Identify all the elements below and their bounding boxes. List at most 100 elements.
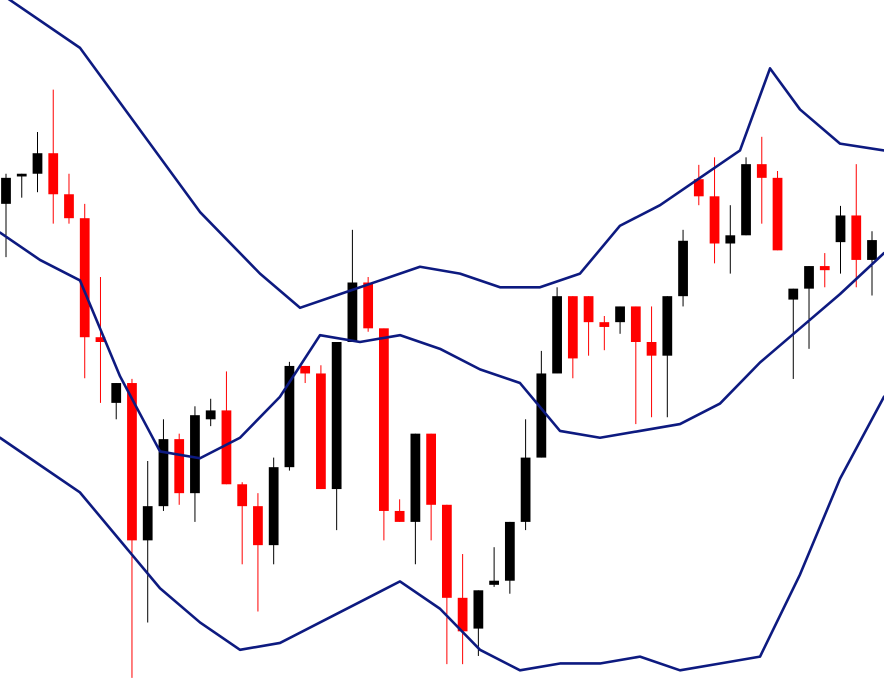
candle-40	[615, 306, 625, 334]
candle-body-bull	[615, 306, 625, 323]
candle-5	[64, 173, 74, 224]
candle-26	[394, 499, 405, 522]
candle-body-bear	[756, 164, 767, 178]
upper-band-line	[7, 0, 884, 310]
candle-body-bull	[804, 266, 814, 289]
candle-body-bull	[331, 342, 342, 490]
candle-28	[426, 433, 437, 541]
middle-band-line	[0, 231, 884, 460]
candle-body-bear	[316, 373, 326, 490]
candle-body-bear	[48, 153, 59, 195]
candle-2	[16, 173, 27, 198]
candle-24	[363, 277, 374, 332]
candle-1	[1, 173, 11, 258]
candle-body-bear	[567, 296, 578, 359]
candle-body-bull	[489, 580, 499, 585]
candle-31	[473, 590, 484, 656]
candle-49	[756, 136, 767, 224]
candle-body-bear	[221, 410, 232, 485]
candle-32	[489, 547, 499, 587]
candle-body-bull	[788, 288, 799, 300]
candle-body-bear	[363, 282, 374, 329]
candle-body-bull	[662, 296, 673, 356]
candle-22	[331, 342, 342, 531]
candle-body-bull	[504, 521, 515, 581]
candle-39	[599, 316, 610, 351]
candle-body-bull	[536, 373, 547, 458]
candle-body-bull	[32, 153, 43, 174]
candle-20	[300, 365, 311, 384]
candle-55	[851, 164, 862, 288]
candle-12	[174, 433, 185, 505]
candle-body-bear	[819, 266, 830, 271]
candle-body-bull	[16, 173, 27, 177]
candles-group	[1, 89, 877, 678]
candle-body-bull	[284, 365, 295, 468]
candle-14	[205, 398, 216, 427]
candle-body-bull	[410, 433, 421, 522]
candle-body-bull	[867, 240, 877, 260]
candle-body-bull	[473, 590, 484, 629]
candle-body-bear	[441, 504, 452, 598]
candle-13	[190, 406, 200, 522]
candle-body-bull	[190, 415, 200, 494]
candle-body-bear	[95, 337, 106, 342]
candle-50	[772, 171, 783, 251]
candle-36	[552, 287, 562, 374]
candle-35	[536, 350, 547, 458]
candle-body-bull	[268, 467, 279, 546]
candle-37	[567, 296, 578, 379]
candle-54	[835, 205, 846, 274]
candle-47	[725, 205, 736, 274]
candle-15	[221, 371, 232, 485]
candle-body-bear	[646, 342, 657, 356]
candle-body-bull	[142, 506, 153, 541]
candle-body-bull	[835, 215, 846, 243]
candle-body-bear	[127, 383, 137, 541]
candle-34	[520, 419, 531, 531]
candle-29	[441, 504, 452, 665]
candle-45	[693, 164, 704, 206]
candle-body-bull	[158, 439, 169, 507]
candle-17	[253, 493, 263, 612]
candle-body-bear	[394, 510, 405, 522]
candle-body-bear	[709, 196, 720, 244]
candle-body-bear	[426, 433, 437, 505]
candle-41	[630, 306, 641, 425]
candle-42	[646, 306, 657, 418]
candle-10	[142, 461, 153, 623]
candle-18	[268, 457, 279, 565]
candle-3	[32, 132, 43, 193]
candle-body-bear	[583, 296, 594, 323]
candle-body-bear	[772, 177, 783, 251]
candle-body-bull	[725, 235, 736, 244]
candle-30	[457, 554, 468, 665]
candle-body-bear	[174, 439, 185, 494]
candle-53	[819, 253, 830, 288]
candle-11	[158, 419, 169, 511]
candle-27	[410, 433, 421, 565]
candle-body-bull	[678, 240, 688, 297]
candle-48	[741, 157, 751, 236]
candle-body-bear	[79, 218, 90, 338]
candle-body-bull	[111, 383, 122, 403]
candle-25	[379, 328, 389, 541]
candle-33	[504, 521, 515, 594]
candle-body-bull	[552, 296, 562, 374]
candle-23	[347, 229, 358, 342]
candle-21	[316, 365, 326, 490]
candle-4	[48, 89, 59, 224]
candle-43	[662, 296, 673, 418]
candle-body-bear	[237, 484, 248, 507]
candle-body-bear	[630, 306, 641, 342]
candle-body-bull	[1, 177, 11, 204]
candle-8	[111, 383, 122, 420]
candle-16	[237, 482, 248, 565]
candle-body-bull	[205, 410, 216, 420]
candle-body-bull	[741, 164, 751, 236]
lower-band-line	[0, 395, 884, 672]
candle-body-bear	[379, 328, 389, 511]
candle-7	[95, 277, 106, 403]
candle-9	[127, 378, 137, 678]
